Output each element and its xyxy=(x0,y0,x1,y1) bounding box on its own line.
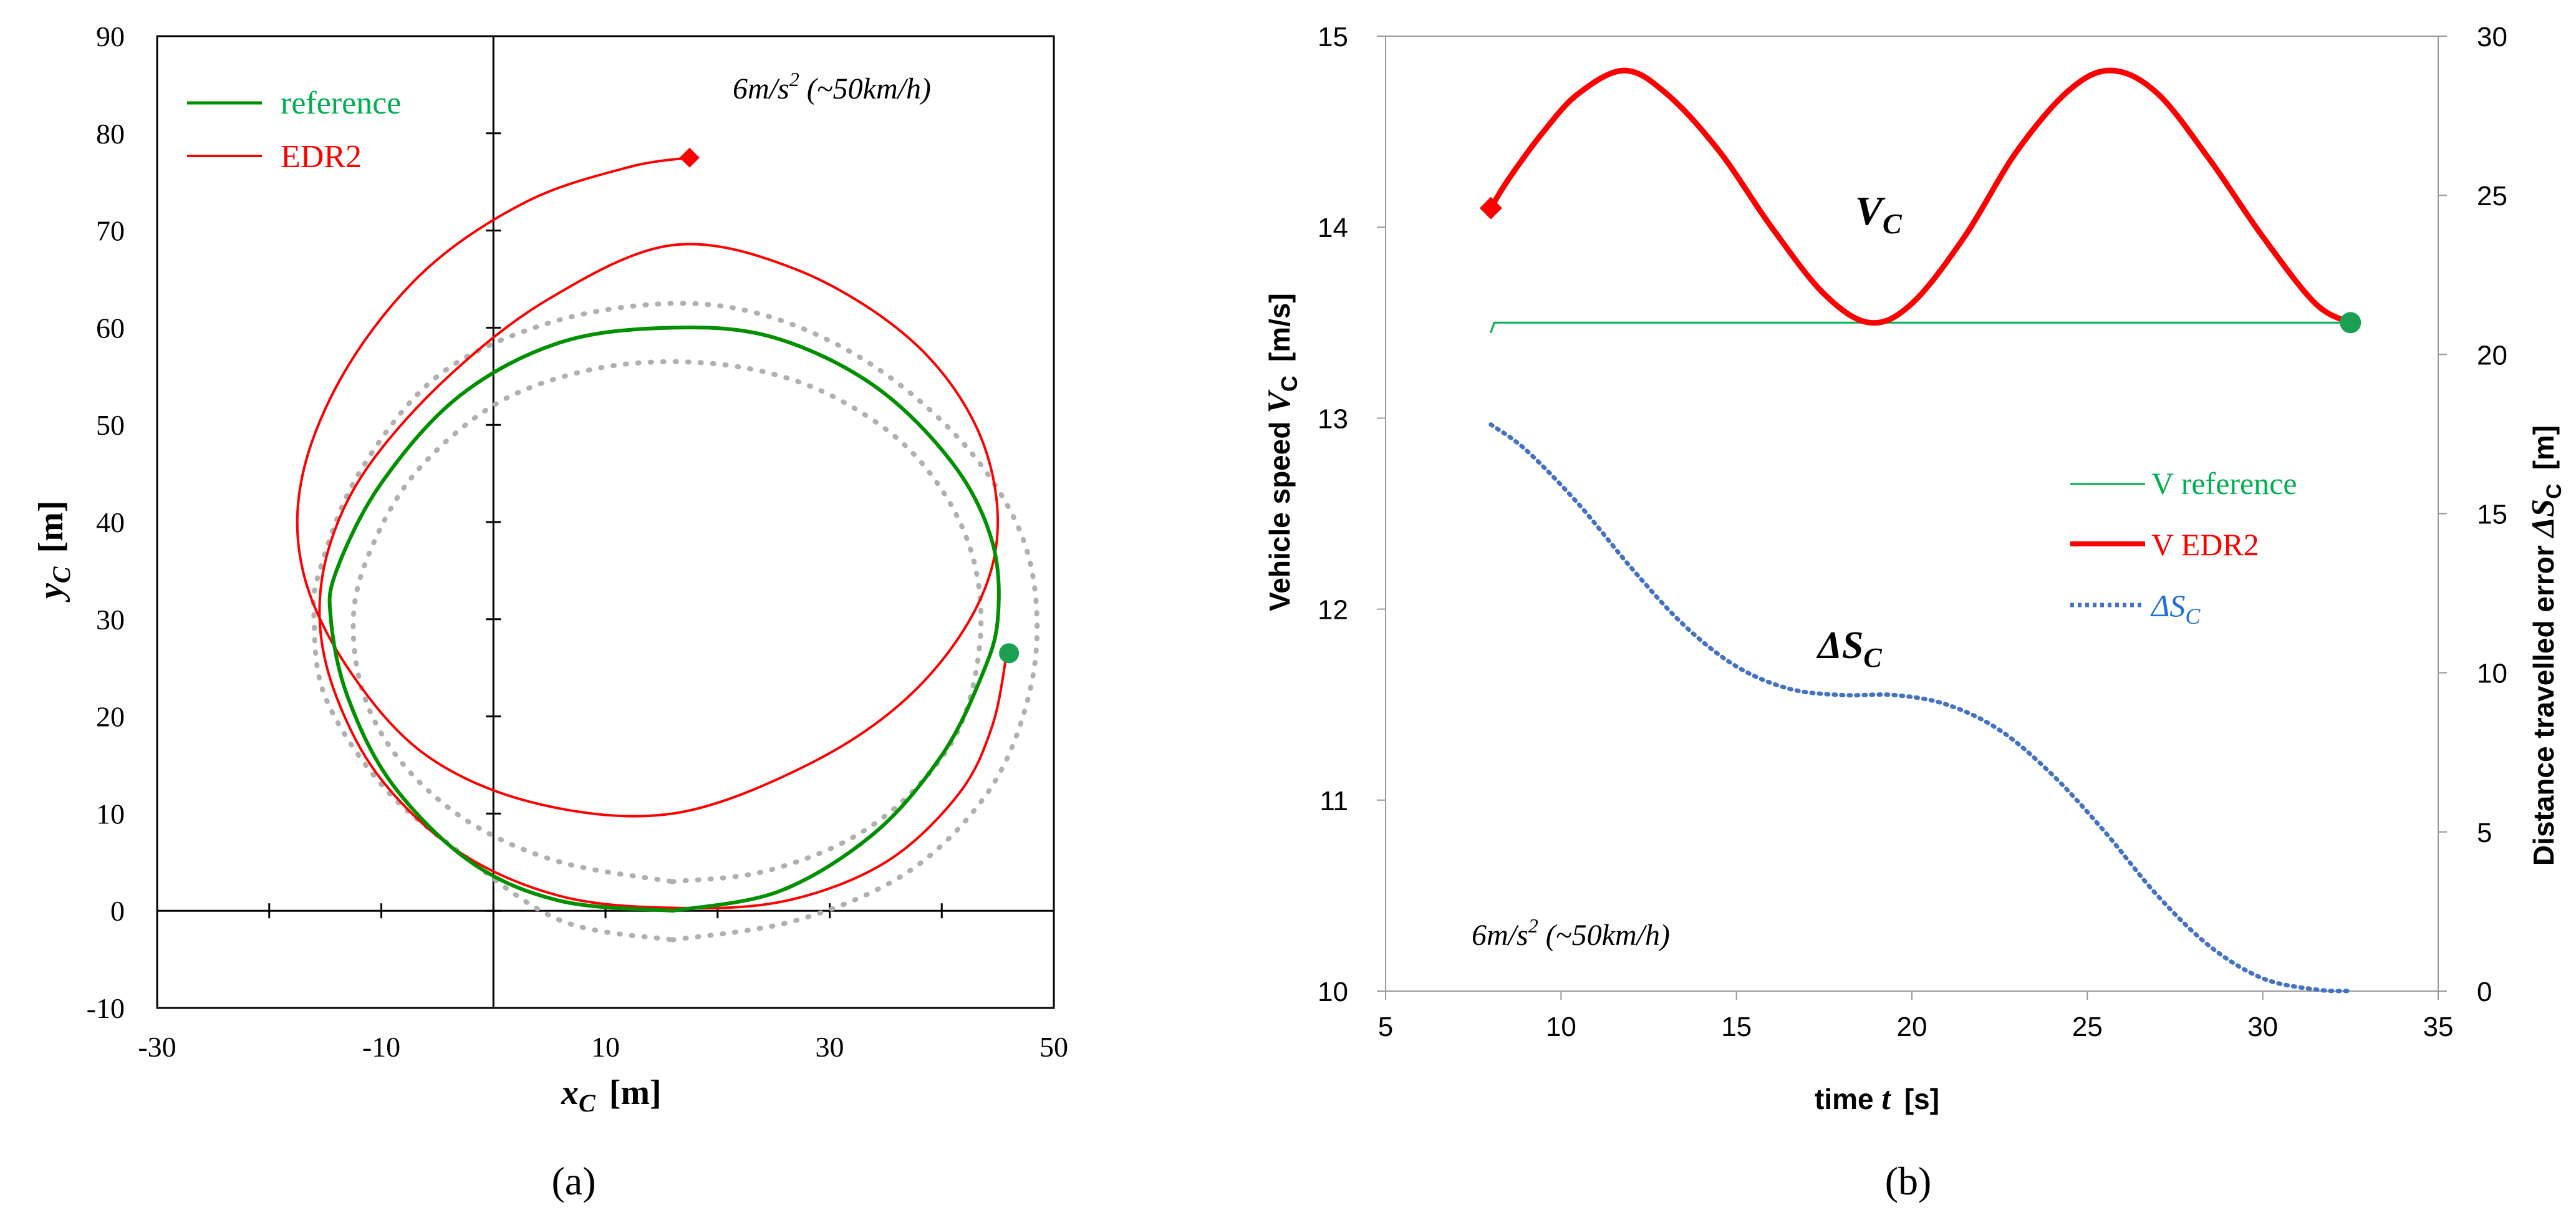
b-right-tick-label: 20 xyxy=(2477,340,2507,370)
panel-a-x-axis-title: xC [m] xyxy=(561,1073,662,1117)
panel-a-frame xyxy=(156,35,1055,1009)
legend-v-reference-label: V reference xyxy=(2151,466,2297,501)
vc-curve-label: VC xyxy=(1855,188,1903,240)
panel-b-annotation: 6m/s2 (~50km/h) xyxy=(1472,914,1670,952)
a-y-tick-label: 50 xyxy=(96,409,125,441)
b-x-tick-label: 15 xyxy=(1721,1012,1752,1042)
panel-b-right-axis-title: Distance travelled error ΔSC[m] xyxy=(2525,425,2566,866)
b-left-tick-label: 11 xyxy=(1319,786,1348,816)
panel-b-legend: V reference V EDR2 ΔSC xyxy=(2070,466,2297,629)
a-x-tick-label: 30 xyxy=(816,1031,844,1063)
a-y-tick-label: -10 xyxy=(87,992,125,1024)
b-x-tick-label: 35 xyxy=(2423,1012,2454,1042)
b-right-tick-label: 30 xyxy=(2477,22,2507,52)
b-right-tick-label: 25 xyxy=(2477,181,2507,211)
b-left-tick-label: 14 xyxy=(1318,213,1348,243)
b-x-tick-label: 25 xyxy=(2072,1012,2103,1042)
panel-b: 5 10 15 20 25 30 35 10 11 12 13 14 15 0 5 10 15 20 25 30 VC… xyxy=(1261,22,2566,1203)
panel-a-ticks: -30 -10 10 30 50 -10 0 10 20 30 40 50 60 70 80 90 xyxy=(87,21,1068,1063)
b-marker-end xyxy=(2340,312,2361,334)
b-x-tick-label: 10 xyxy=(1546,1012,1576,1042)
a-series-outer-bound xyxy=(311,301,1040,942)
b-left-tick-label: 12 xyxy=(1318,595,1348,626)
a-y-tick-label: 80 xyxy=(96,118,125,150)
panel-b-frame xyxy=(1385,36,2439,992)
a-x-tick-label: 10 xyxy=(591,1031,620,1063)
b-marker-edr2-start xyxy=(1479,196,1502,220)
panel-a-legend: reference EDR2 xyxy=(187,85,401,175)
b-series--s-c xyxy=(1488,422,2353,994)
legend-delta-s-label: ΔSC xyxy=(2150,588,2201,629)
b-x-tick-label: 20 xyxy=(1897,1012,1927,1042)
panel-a-y-axis-title: yC[m] xyxy=(32,501,75,603)
a-y-tick-label: 30 xyxy=(96,604,125,636)
legend-reference-label: reference xyxy=(281,85,401,121)
a-y-tick-label: 90 xyxy=(96,21,125,52)
a-y-tick-label: 20 xyxy=(96,701,125,733)
b-left-tick-label: 15 xyxy=(1318,22,1348,52)
a-series-inner-bound xyxy=(350,359,984,884)
a-series-edr2 xyxy=(296,156,1008,910)
a-y-tick-label: 40 xyxy=(96,506,125,538)
legend-v-edr2-label: V EDR2 xyxy=(2151,527,2259,562)
b-right-tick-label: 10 xyxy=(2477,659,2507,689)
a-marker-start xyxy=(999,643,1020,664)
delta-s-curve-label: ΔSC xyxy=(1816,624,1882,673)
a-x-tick-label: -30 xyxy=(138,1031,176,1063)
a-marker-edr2-end xyxy=(679,147,700,168)
a-y-tick-label: 70 xyxy=(96,215,125,247)
b-right-tick-label: 5 xyxy=(2477,818,2492,848)
panel-b-markers xyxy=(1479,196,2361,334)
a-series-reference xyxy=(327,326,1001,913)
b-x-tick-label: 5 xyxy=(1378,1012,1393,1042)
b-left-tick-label: 10 xyxy=(1318,977,1348,1007)
legend-edr2-label: EDR2 xyxy=(281,139,362,175)
panel-b-x-axis-title: time t [s] xyxy=(1815,1081,1939,1116)
a-x-tick-label: -10 xyxy=(362,1031,400,1063)
panel-a: -30 -10 10 30 50 -10 0 10 20 30 40 50 60 70 80 90 refer… xyxy=(32,21,1068,1203)
panel-a-series xyxy=(296,156,1040,942)
panel-a-annotation: 6m/s2 (~50km/h) xyxy=(733,68,931,105)
panel-a-markers xyxy=(679,147,1020,664)
panel-b-left-axis-title: Vehicle speed VC[m/s] xyxy=(1261,293,1302,611)
panel-b-series xyxy=(1488,67,2353,994)
a-y-tick-label: 60 xyxy=(96,312,125,344)
b-x-tick-label: 30 xyxy=(2247,1012,2278,1042)
b-series-v-edr2 xyxy=(1488,67,2353,326)
b-right-tick-label: 0 xyxy=(2477,977,2492,1007)
b-series-v-reference xyxy=(1490,321,2352,334)
panel-b-ticks: 5 10 15 20 25 30 35 10 11 12 13 14 15 0 5 10 15 20 25 30 xyxy=(1318,22,2507,1042)
panel-b-label: (b) xyxy=(1885,1159,1932,1203)
a-y-tick-label: 0 xyxy=(110,895,125,927)
a-x-tick-label: 50 xyxy=(1040,1031,1068,1063)
panel-a-label: (a) xyxy=(551,1159,596,1203)
b-right-tick-label: 15 xyxy=(2477,500,2507,530)
b-left-tick-label: 13 xyxy=(1318,404,1348,434)
a-y-tick-label: 10 xyxy=(96,798,125,830)
